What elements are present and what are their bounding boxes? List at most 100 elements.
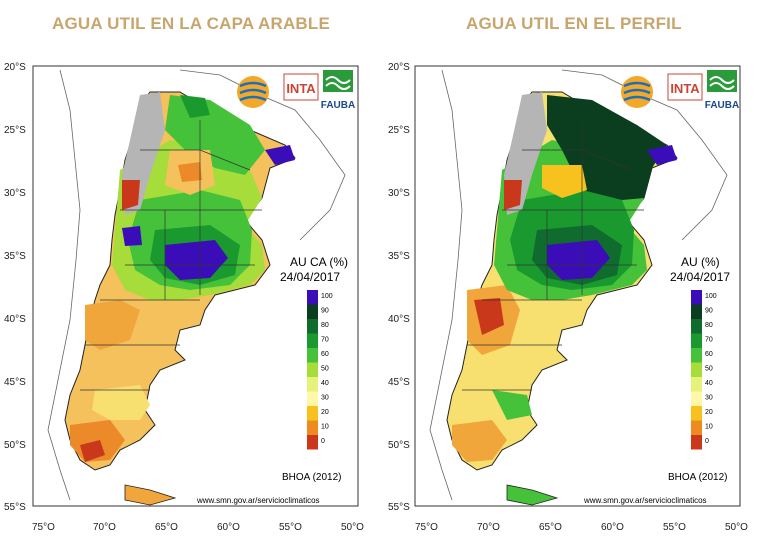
- chile-border: [429, 69, 463, 501]
- zone-blue: [165, 240, 228, 280]
- lon-label: 65°O: [539, 522, 562, 533]
- zone-darkgreen: [180, 95, 210, 118]
- tierra-del-fuego: [506, 484, 559, 506]
- lat-label: 35°S: [388, 251, 410, 262]
- argentina-right: [446, 91, 678, 506]
- zone-yellow: [542, 165, 587, 198]
- legend-title: AU (%): [681, 255, 720, 269]
- legend-swatch: [307, 290, 318, 305]
- legend-swatch: [691, 290, 702, 305]
- zone-yellow: [92, 385, 150, 420]
- legend-swatch: [307, 348, 318, 363]
- legend-swatch: [307, 420, 318, 435]
- inta-logo-icon: [667, 73, 703, 101]
- legend-swatch: [691, 348, 702, 363]
- legend-right: AU (%) 24/04/2017: [670, 255, 730, 284]
- lon-label: 55°O: [279, 522, 302, 533]
- lat-label: 45°S: [4, 377, 26, 388]
- legend-left: AU CA (%) 24/04/2017: [280, 255, 348, 284]
- legend-swatch: [691, 333, 702, 348]
- legend-value: 20: [321, 409, 329, 416]
- source-label: BHOA (2012): [282, 472, 341, 483]
- logo-group-right: INTA FAUBA: [621, 70, 739, 111]
- lat-label: 30°S: [4, 188, 26, 199]
- panel-title-right: AGUA UTIL EN EL PERFIL: [466, 14, 682, 33]
- legend-value: 70: [705, 337, 713, 344]
- zone-red: [122, 180, 140, 210]
- legend-value: 30: [705, 395, 713, 402]
- lon-label: 50°O: [725, 522, 748, 533]
- legend-swatch: [307, 391, 318, 406]
- legend-value: 0: [705, 438, 709, 445]
- zone-blue: [265, 145, 295, 165]
- lon-label: 70°O: [93, 522, 116, 533]
- legend-swatch: [691, 420, 702, 435]
- legend-value: 50: [321, 366, 329, 373]
- legend-value: 30: [321, 395, 329, 402]
- lon-axis-left: 75°O 70°O 65°O 60°O 55°O 50°O: [32, 522, 364, 533]
- lon-label: 65°O: [155, 522, 178, 533]
- zone-orange: [178, 162, 202, 182]
- legend-swatch: [307, 406, 318, 421]
- legend-value: 0: [321, 438, 325, 445]
- legend-date: 24/04/2017: [280, 270, 340, 284]
- province-borders-right: [462, 120, 644, 391]
- legend-swatch: [307, 304, 318, 319]
- fauba-logo-text: FAUBA: [321, 100, 355, 111]
- lat-label: 50°S: [388, 440, 410, 451]
- legend-swatch: [691, 406, 702, 421]
- zone-red: [474, 298, 504, 335]
- lat-label: 40°S: [4, 314, 26, 325]
- legend-swatch: [691, 362, 702, 377]
- legend-swatch: [691, 304, 702, 319]
- legend-value: 50: [705, 366, 713, 373]
- lon-label: 60°O: [601, 522, 624, 533]
- neighbour-border: [561, 69, 728, 241]
- lon-axis-right: 75°O 70°O 65°O 60°O 55°O 50°O: [415, 522, 748, 533]
- legend-swatch: [307, 435, 318, 450]
- lon-label: 50°O: [341, 522, 364, 533]
- legend-swatch: [691, 319, 702, 334]
- legend-swatch: [307, 377, 318, 392]
- legend-swatch: [307, 319, 318, 334]
- legend-swatch: [691, 391, 702, 406]
- lon-label: 75°O: [32, 522, 55, 533]
- legend-value: 40: [321, 380, 329, 387]
- zone-blue: [647, 145, 677, 165]
- tierra-del-fuego: [124, 484, 177, 506]
- lat-label: 50°S: [4, 440, 26, 451]
- legend-value: 100: [705, 293, 717, 300]
- legend-swatch: [307, 333, 318, 348]
- lat-axis-right: 20°S 25°S 30°S 35°S 40°S 45°S 50°S 55°S: [388, 62, 410, 513]
- lon-label: 75°O: [415, 522, 438, 533]
- legend-value: 10: [321, 424, 329, 431]
- legend-value: 90: [705, 308, 713, 315]
- zone-blue: [122, 226, 142, 246]
- lat-label: 55°S: [388, 502, 410, 513]
- lat-label: 55°S: [4, 502, 26, 513]
- legend-swatch: [307, 362, 318, 377]
- panel-title-left: AGUA UTIL EN LA CAPA ARABLE: [52, 14, 331, 33]
- zone-orange: [85, 300, 140, 350]
- lat-label: 40°S: [388, 314, 410, 325]
- chile-border: [47, 69, 81, 501]
- fauba-logo-text: FAUBA: [705, 100, 739, 111]
- zone-green: [492, 390, 532, 420]
- legend-value: 70: [321, 337, 329, 344]
- logo-group-left: INTA FAUBA: [237, 70, 355, 111]
- legend-value: 80: [705, 322, 713, 329]
- legend-date: 24/04/2017: [670, 270, 730, 284]
- website-label: www.smn.gov.ar/servicioclimaticos: [196, 496, 320, 505]
- legend-value: 90: [321, 308, 329, 315]
- lat-label: 25°S: [4, 125, 26, 136]
- legend-swatch: [691, 435, 702, 450]
- website-label: www.smn.gov.ar/servicioclimaticos: [583, 496, 707, 505]
- province-borders-left: [80, 120, 262, 391]
- lon-label: 70°O: [477, 522, 500, 533]
- zone-red: [504, 180, 522, 210]
- zone-blue: [547, 240, 610, 280]
